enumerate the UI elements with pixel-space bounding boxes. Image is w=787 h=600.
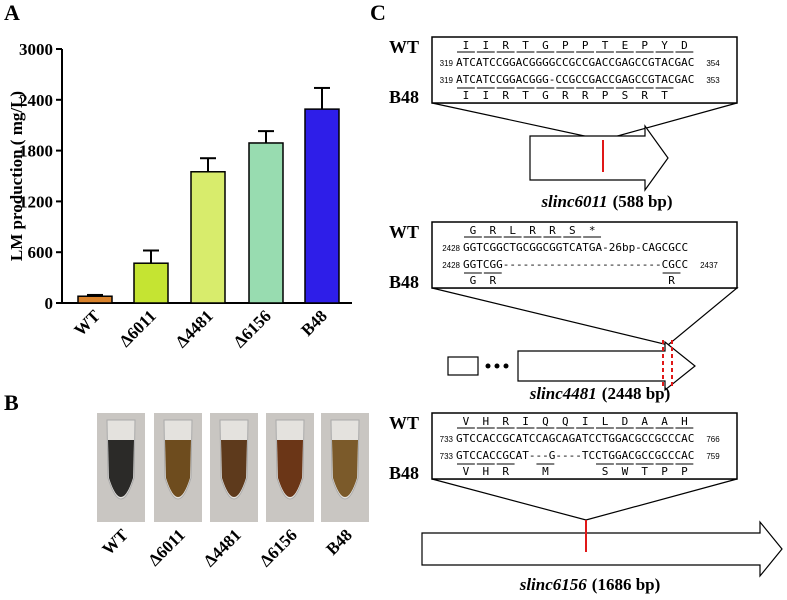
y-tick-label: 0 <box>45 294 54 313</box>
position: 2428 <box>442 261 460 270</box>
zoom-lines <box>431 102 738 141</box>
sequence: ATCATCCGGACGGGGCCGCCGACCGAGCCGTACGAC <box>456 56 694 69</box>
gene-name: slinc6156 <box>519 575 588 594</box>
strain-label: WT <box>389 37 419 57</box>
tube-liquid <box>165 440 191 497</box>
sequence: GTCCACCGCAT---G----TCCTGGACGCCGCCCAC <box>456 449 694 462</box>
position: 2428 <box>442 244 460 253</box>
strain-label: WT <box>389 222 419 242</box>
bar <box>248 142 284 304</box>
y-tick-label: 1200 <box>19 192 53 211</box>
tube-liquid <box>277 440 303 497</box>
gene-block <box>447 356 479 376</box>
gene-length: (1686 bp) <box>592 575 660 594</box>
gene-label: slinc4481 (2448 bp) <box>529 384 671 403</box>
gene-arrow <box>421 520 783 578</box>
amino-acids: G R R <box>463 274 675 287</box>
position: 2437 <box>700 261 718 270</box>
amino-acids: I I R T G R R P S R T <box>456 89 668 102</box>
sequence: ATCATCCGGACGGG-CCGCCGACCGAGCCGTACGAC <box>456 73 694 86</box>
panel-label: C <box>370 0 386 25</box>
tube-liquid <box>108 440 134 497</box>
tube-liquid <box>332 440 358 497</box>
position: 354 <box>706 59 720 68</box>
position: 353 <box>706 76 720 85</box>
sequence: GGTCGGCTGCGGCGGTCATGA-26bp-CAGCGCC <box>463 241 688 254</box>
y-tick-label: 3000 <box>19 40 53 59</box>
gene-arrow <box>517 340 696 392</box>
gene-length: (2448 bp) <box>602 384 670 403</box>
x-tick-label: Δ4481 <box>172 306 217 351</box>
sequence-box <box>431 36 738 104</box>
x-tick-label: WT <box>70 306 104 340</box>
y-tick-label: 600 <box>28 243 54 262</box>
tube-label: Δ4481 <box>200 525 245 570</box>
amino-acids: G R L R R S * <box>463 224 595 237</box>
ellipsis-dot <box>485 363 491 369</box>
zoom-lines <box>431 287 739 346</box>
strain-label: WT <box>389 413 419 433</box>
amino-acids: I I R T G P P T E P Y D <box>456 39 688 52</box>
x-tick-label: B48 <box>297 306 330 339</box>
position: 733 <box>440 452 454 461</box>
gene-name: slinc6011 <box>540 192 607 211</box>
strain-label: B48 <box>389 87 419 107</box>
sequence: GGTCGG------------------------CGCC <box>463 258 688 271</box>
gene-label: slinc6156 (1686 bp) <box>519 575 661 594</box>
position: 319 <box>440 76 454 85</box>
position: 766 <box>706 435 720 444</box>
sequence: GTCCACCGCATCCAGCAGATCCTGGACGCCGCCCAC <box>456 432 694 445</box>
strain-label: B48 <box>389 463 419 483</box>
tube-label: WT <box>98 525 132 559</box>
sequence-box <box>431 221 738 289</box>
bar <box>133 262 169 304</box>
gene-label: slinc6011 (588 bp) <box>540 192 672 211</box>
y-axis-label: LM production ( mg/L) <box>7 91 26 261</box>
gene-name: slinc4481 <box>529 384 597 403</box>
x-tick-label: Δ6011 <box>115 306 159 350</box>
bar <box>190 171 226 304</box>
sequence-box <box>431 412 738 480</box>
position: 759 <box>706 452 720 461</box>
panel-label: A <box>4 0 20 25</box>
panel-label: B <box>4 390 19 415</box>
tube-label: Δ6156 <box>256 525 301 570</box>
position: 319 <box>440 59 454 68</box>
bar <box>77 295 113 304</box>
tube-label: Δ6011 <box>144 525 188 569</box>
x-tick-label: Δ6156 <box>230 306 275 351</box>
strain-label: B48 <box>389 272 419 292</box>
ellipsis-dot <box>503 363 509 369</box>
amino-acids: V H R I Q Q I L D A A H <box>456 415 688 428</box>
gene-arrow <box>529 124 669 192</box>
ellipsis-dot <box>494 363 500 369</box>
y-tick-label: 1800 <box>19 142 53 161</box>
amino-acids: V H R M S W T P P <box>456 465 688 478</box>
position: 733 <box>440 435 454 444</box>
y-tick-label: 2400 <box>19 91 53 110</box>
tube-liquid <box>221 440 247 497</box>
zoom-lines <box>431 478 738 521</box>
gene-length: (588 bp) <box>613 192 673 211</box>
bar <box>304 108 340 304</box>
tube-label: B48 <box>322 525 355 558</box>
